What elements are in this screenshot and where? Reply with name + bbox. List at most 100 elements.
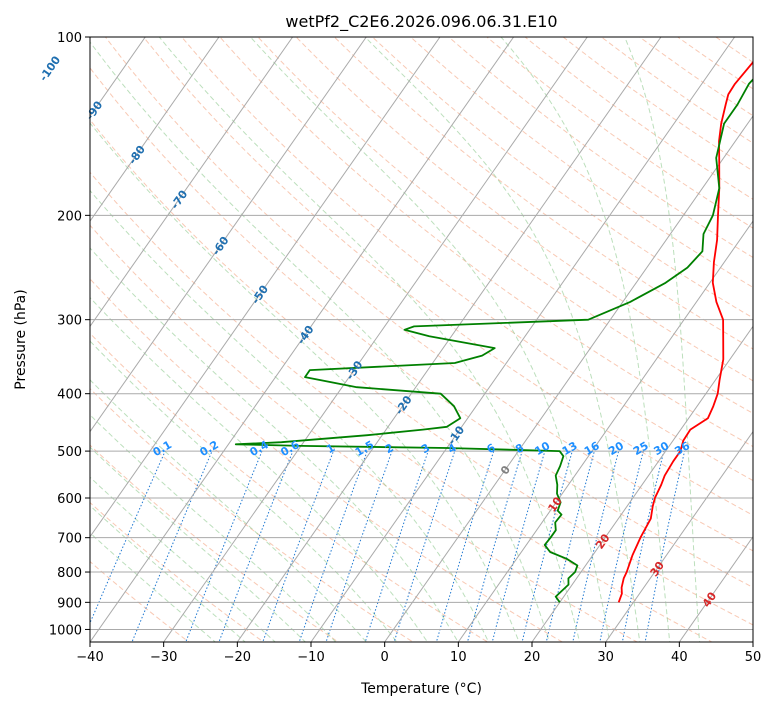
plot-frame [89,36,754,643]
moist-adiabat-line [364,37,641,642]
dry-adiabat-line [638,37,753,117]
y-tick-label: 800 [57,566,82,581]
x-axis-label: Temperature (°C) [360,681,482,697]
dry-adiabat-line [90,387,414,642]
x-tick-label: 20 [524,650,541,665]
isotherm-line [90,37,367,433]
mixing-ratio-line [621,450,665,642]
moist-adiabat-line [500,37,671,642]
dewpoint-profile-line [234,78,753,603]
dry-adiabat-line [486,37,753,229]
dry-adiabat-line [676,37,753,90]
dry-adiabat-line [295,37,753,382]
isotherm-label: 30 [648,559,668,579]
x-tick-label: −30 [150,650,177,665]
mixing-ratio-line [325,450,393,642]
x-tick-label: −40 [76,650,103,665]
moist-adiabat-line [90,414,337,642]
mixing-ratio-label: 1.5 [353,438,376,459]
dry-adiabat-line [90,171,713,642]
temperature-profile-line [617,60,753,603]
isotherm-label: -70 [168,188,190,212]
moist-adiabat-line [90,247,459,642]
dry-adiabat-line [90,444,340,642]
mixing-ratio-label: 25 [631,439,651,458]
dry-adiabat-line [219,37,753,448]
mixing-ratio-line [491,450,546,642]
isotherm-line [457,220,753,642]
y-tick-label: 1000 [49,623,82,638]
dry-adiabat-line [409,37,753,288]
moist-adiabat-line [90,476,276,642]
x-tick-label: 40 [671,650,688,665]
dry-adiabat-line [90,278,564,642]
dry-adiabat-line [90,332,489,642]
mixing-ratio-label: 0.4 [248,438,272,459]
isotherm-line [90,37,220,223]
y-tick-label: 100 [57,31,82,46]
y-axis-label: Pressure (hPa) [13,289,29,389]
isotherm-line [90,37,441,538]
dry-adiabat-line [600,37,753,144]
isotherm-label: 0 [498,463,513,477]
dry-adiabat-line [104,37,753,552]
isotherm-line [90,37,515,642]
dry-adiabat-line [90,224,639,642]
y-tick-label: 600 [57,492,82,507]
mixing-ratio-label: 16 [582,439,602,458]
mixing-ratio-line [393,450,456,642]
dry-adiabat-line [181,37,753,482]
dry-adiabat-line [90,67,753,589]
mixing-ratio-line [521,450,573,642]
isotherm-label: -90 [83,99,105,123]
chart-series [234,60,753,603]
y-tick-label: 500 [57,445,82,460]
dry-adiabat-line [90,119,753,626]
isotherm-line [0,37,72,642]
dry-adiabat-line [90,560,190,642]
isotherm-label: -30 [343,358,365,382]
mixing-ratio-label: 2 [383,441,396,456]
mixing-ratio-label: 1 [324,441,337,456]
moist-adiabat-line [90,189,490,642]
isotherm-label: -20 [393,393,415,417]
isotherm-label: -50 [249,283,271,307]
x-tick-label: 50 [745,650,762,665]
isotherm-line [752,641,753,642]
mixing-ratio-label: 0.2 [198,438,221,459]
isotherm-line [163,37,588,642]
isotherm-label: 40 [700,589,720,609]
y-tick-label: 400 [57,388,82,403]
y-tick-label: 900 [57,596,82,611]
moist-adiabat-line [90,532,216,642]
dry-adiabat-line [142,37,753,516]
moist-adiabat-line [90,122,520,642]
y-tick-label: 700 [57,532,82,547]
mixing-ratio-line [131,450,213,642]
isotherm-line [531,325,753,642]
isotherm-line [90,37,294,328]
chart-title: wetPf2_C2E6.2026.096.06.31.E10 [285,12,557,32]
isotherm-line [384,115,753,642]
mixing-ratio-label: 10 [533,439,553,458]
mixing-ratio-line [644,450,686,642]
mixing-ratio-line [298,450,368,642]
mixing-ratio-line [218,450,294,642]
x-tick-label: 30 [597,650,614,665]
x-tick-label: −10 [297,650,324,665]
isotherm-label: 20 [593,531,613,551]
mixing-ratio-line [185,450,263,642]
moist-adiabat-line [250,37,611,642]
dry-adiabat-line [715,37,753,63]
dry-adiabat-line [257,37,753,414]
isotherm-line [605,430,753,642]
mixing-ratio-label: 36 [672,439,692,458]
mixing-ratio-line [599,450,644,642]
dry-adiabat-line [524,37,753,200]
chart-background-lines [0,37,753,642]
mixing-ratio-label: 30 [652,439,672,458]
dry-adiabat-line [562,37,753,172]
x-tick-label: 0 [381,650,389,665]
isotherm-label: 10 [545,494,565,514]
